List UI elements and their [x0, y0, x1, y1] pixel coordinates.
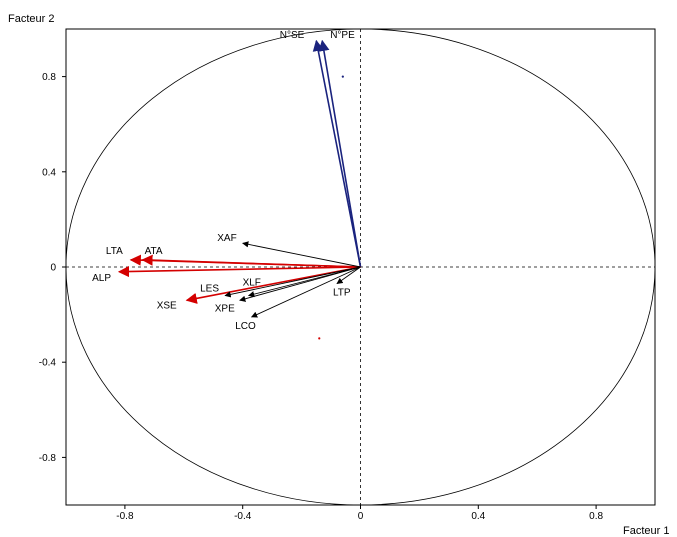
vector-label-xse: XSE — [157, 300, 177, 311]
y-tick-label: -0.4 — [39, 358, 57, 369]
vector-label-xaf: XAF — [217, 233, 236, 244]
data-point — [341, 75, 344, 78]
y-tick-label: 0.4 — [42, 167, 56, 178]
vector-xpe — [239, 266, 361, 302]
vector-npe — [318, 39, 362, 268]
x-tick-label: 0.8 — [589, 511, 603, 522]
vector-label-nse: N°SE — [280, 30, 305, 41]
vector-ata — [141, 254, 361, 268]
vector-label-ata: ATA — [145, 246, 163, 257]
x-tick-label: -0.8 — [116, 511, 134, 522]
vector-label-ltp: LTP — [333, 288, 351, 299]
vector-xse — [185, 266, 361, 304]
vector-les — [224, 266, 361, 298]
vector-label-les: LES — [200, 284, 219, 295]
vector-ltp — [336, 266, 361, 285]
vector-label-npe: N°PE — [330, 30, 355, 41]
vector-xaf — [242, 241, 361, 268]
vector-label-xlf: XLF — [243, 278, 261, 289]
x-tick-label: 0 — [358, 511, 364, 522]
vector-label-xpe: XPE — [215, 303, 235, 314]
x-tick-label: -0.4 — [234, 511, 252, 522]
y-tick-label: -0.8 — [39, 453, 57, 464]
vector-label-alp: ALP — [92, 273, 111, 284]
y-axis-label: Facteur 2 — [8, 13, 55, 25]
data-point — [318, 337, 321, 340]
y-tick-label: 0 — [50, 263, 56, 274]
vector-label-lta: LTA — [106, 246, 123, 257]
vector-alp — [117, 265, 361, 278]
vector-nse — [312, 39, 362, 268]
vector-lco — [250, 266, 361, 318]
x-tick-label: 0.4 — [471, 511, 485, 522]
y-tick-label: 0.8 — [42, 72, 56, 83]
vector-label-lco: LCO — [235, 321, 256, 332]
